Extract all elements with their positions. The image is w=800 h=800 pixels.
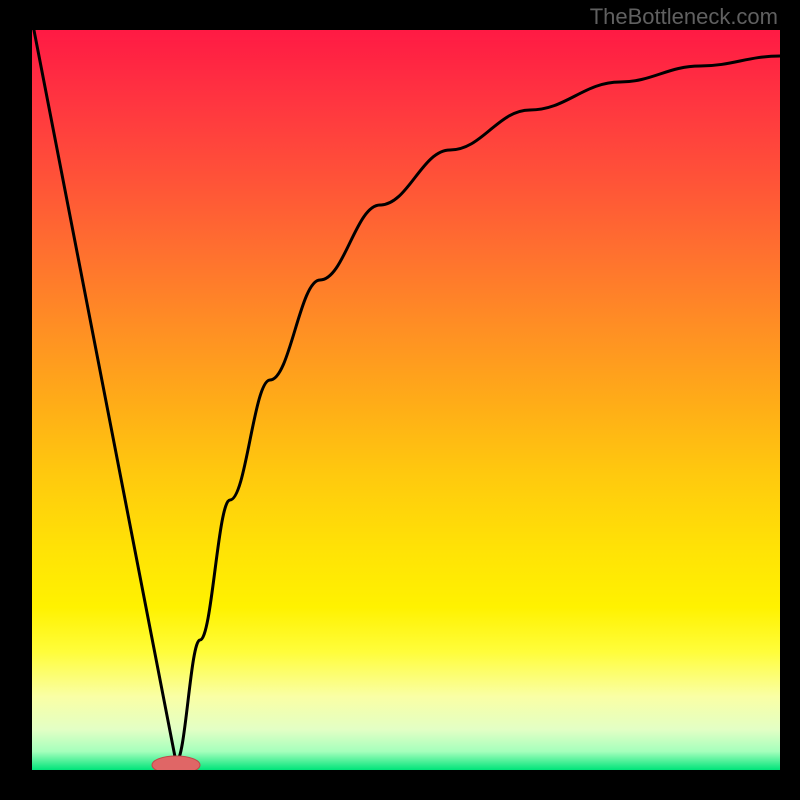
border-bottom — [0, 770, 800, 800]
chart-container: TheBottleneck.com — [0, 0, 800, 800]
bottleneck-chart: TheBottleneck.com — [0, 0, 800, 800]
watermark-text: TheBottleneck.com — [590, 4, 778, 29]
border-left — [0, 0, 32, 800]
border-right — [780, 0, 800, 800]
chart-background — [32, 30, 780, 770]
